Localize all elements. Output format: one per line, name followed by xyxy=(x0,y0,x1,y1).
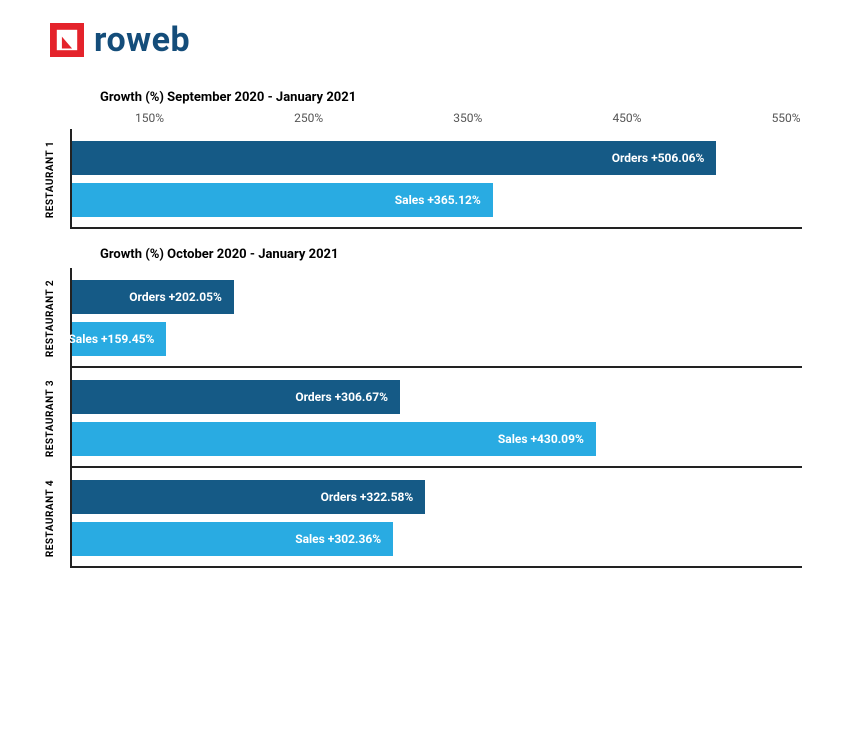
chart-title: Growth (%) September 2020 - January 2021 xyxy=(100,90,802,105)
data-bar: Sales +430.09% xyxy=(72,422,596,456)
brand-logo: roweb xyxy=(50,20,802,60)
bars-region: RESTAURANT 1Orders +506.06%Sales +365.12… xyxy=(70,129,802,229)
data-bar: Orders +202.05% xyxy=(72,280,234,314)
data-bar: Sales +302.36% xyxy=(72,522,393,556)
data-bar: Orders +506.06% xyxy=(72,141,716,175)
chart-section: Growth (%) September 2020 - January 2021… xyxy=(40,90,802,229)
restaurant-group: RESTAURANT 2Orders +202.05%Sales +159.45… xyxy=(72,268,802,368)
brand-name: roweb xyxy=(94,20,190,60)
group-label: RESTAURANT 4 xyxy=(36,468,66,568)
axis-tick: 550% xyxy=(772,111,801,125)
axis-tick: 150% xyxy=(135,111,164,125)
bars-region: RESTAURANT 2Orders +202.05%Sales +159.45… xyxy=(70,268,802,568)
data-bar: Sales +159.45% xyxy=(72,322,166,356)
restaurant-group: RESTAURANT 1Orders +506.06%Sales +365.12… xyxy=(72,129,802,229)
chart-title: Growth (%) October 2020 - January 2021 xyxy=(100,247,802,262)
logo-mark-icon xyxy=(50,23,84,57)
restaurant-group: RESTAURANT 4Orders +322.58%Sales +302.36… xyxy=(72,468,802,568)
axis-tick: 350% xyxy=(453,111,482,125)
data-bar: Orders +322.58% xyxy=(72,480,425,514)
chart-section: Growth (%) October 2020 - January 2021 RE… xyxy=(40,247,802,568)
data-bar: Orders +306.67% xyxy=(72,380,400,414)
group-label: RESTAURANT 3 xyxy=(36,368,66,468)
axis-tick: 450% xyxy=(612,111,641,125)
data-bar: Sales +365.12% xyxy=(72,183,493,217)
axis-tick: 250% xyxy=(294,111,323,125)
restaurant-group: RESTAURANT 3Orders +306.67%Sales +430.09… xyxy=(72,368,802,468)
group-label: RESTAURANT 1 xyxy=(36,129,66,229)
growth-charts: Growth (%) September 2020 - January 2021… xyxy=(40,90,802,568)
group-label: RESTAURANT 2 xyxy=(36,268,66,368)
x-axis: 150% 250% 350% 450% 550% xyxy=(70,111,802,129)
